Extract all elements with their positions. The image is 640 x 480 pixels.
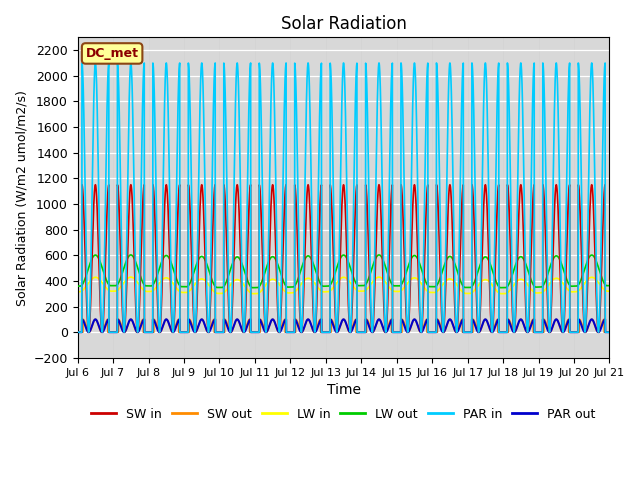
Legend: SW in, SW out, LW in, LW out, PAR in, PAR out: SW in, SW out, LW in, LW out, PAR in, PA… xyxy=(86,403,601,425)
Title: Solar Radiation: Solar Radiation xyxy=(280,15,406,33)
Y-axis label: Solar Radiation (W/m2 umol/m2/s): Solar Radiation (W/m2 umol/m2/s) xyxy=(15,90,28,305)
X-axis label: Time: Time xyxy=(326,383,360,397)
Text: DC_met: DC_met xyxy=(86,47,139,60)
